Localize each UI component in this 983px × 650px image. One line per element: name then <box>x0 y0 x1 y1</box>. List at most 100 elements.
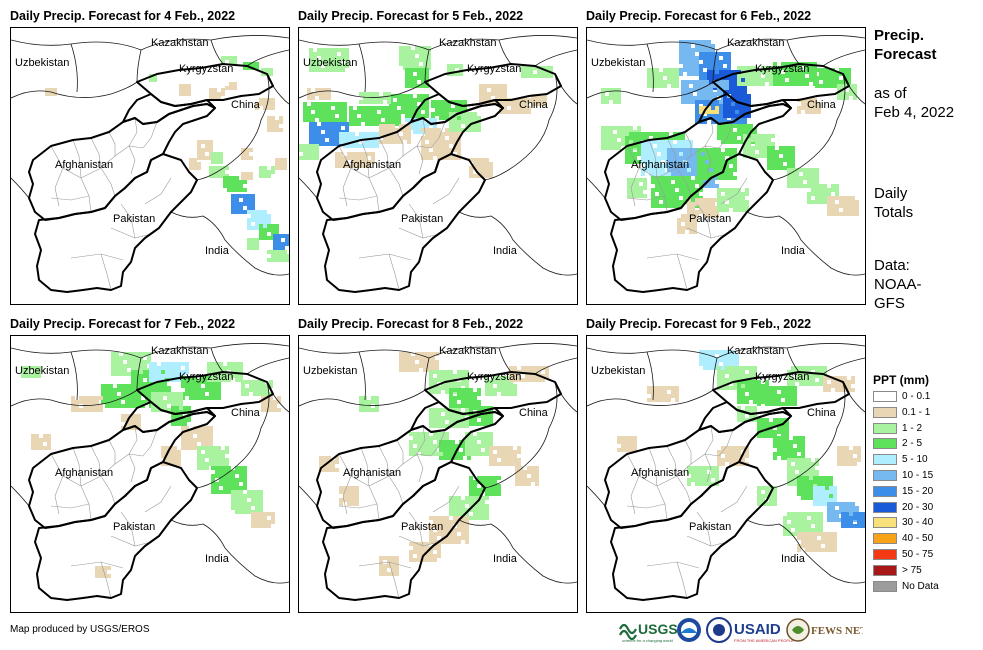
side-data-line2: NOAA- <box>874 275 922 294</box>
side-daily: Daily Totals <box>874 184 913 222</box>
panel-title: Daily Precip. Forecast for 9 Feb., 2022 <box>586 317 811 331</box>
label-afghanistan: Afghanistan <box>631 467 689 479</box>
label-pakistan: Pakistan <box>113 213 155 225</box>
usaid-logo-subtitle: FROM THE AMERICAN PEOPLE <box>734 638 794 643</box>
legend-swatch <box>873 565 897 576</box>
side-asof: as of Feb 4, 2022 <box>874 84 954 122</box>
label-kyrgyzstan: Kyrgyzstan <box>755 371 809 383</box>
side-daily-line2: Totals <box>874 203 913 222</box>
panel-title: Daily Precip. Forecast for 8 Feb., 2022 <box>298 317 523 331</box>
label-china: China <box>519 99 549 111</box>
legend-swatch <box>873 581 897 592</box>
label-afghanistan: Afghanistan <box>343 159 401 171</box>
panel-title: Daily Precip. Forecast for 4 Feb., 2022 <box>10 9 235 23</box>
label-india: India <box>781 553 806 565</box>
map-canvas: Kazakhstan Uzbekistan Kyrgyzstan China Afgha… <box>587 336 865 612</box>
legend-label: 30 - 40 <box>902 517 933 529</box>
label-kazakhstan: Kazakhstan <box>439 345 496 357</box>
province-lines <box>51 426 171 598</box>
fews-net-logo-text: FEWS NET <box>811 625 863 637</box>
label-china: China <box>231 99 261 111</box>
label-kazakhstan: Kazakhstan <box>727 345 784 357</box>
precip-layer <box>601 40 859 234</box>
legend-swatch <box>873 438 897 449</box>
label-india: India <box>493 245 518 257</box>
label-pakistan: Pakistan <box>689 213 731 225</box>
label-india: India <box>493 553 518 565</box>
legend-swatch <box>873 423 897 434</box>
dhs-seal-logo <box>707 618 731 642</box>
label-uzbekistan: Uzbekistan <box>591 57 645 69</box>
label-kyrgyzstan: Kyrgyzstan <box>467 63 521 75</box>
legend-title: PPT (mm) <box>873 373 929 387</box>
label-india: India <box>205 553 230 565</box>
noaa-logo <box>677 618 701 642</box>
precip-map: Kazakhstan Uzbekistan Kyrgyzstan China Afgha… <box>10 335 290 613</box>
label-india: India <box>205 245 230 257</box>
label-india: India <box>781 245 806 257</box>
label-kazakhstan: Kazakhstan <box>151 37 208 49</box>
label-china: China <box>807 407 837 419</box>
province-lines <box>51 118 171 290</box>
label-afghanistan: Afghanistan <box>55 467 113 479</box>
forecast-panel-feb-8: Daily Precip. Forecast for 8 Feb., 2022 … <box>298 317 578 617</box>
legend-label: 0.1 - 1 <box>902 407 930 419</box>
label-pakistan: Pakistan <box>113 521 155 533</box>
usgs-logo-text: USGS <box>638 621 678 637</box>
legend-swatch <box>873 533 897 544</box>
legend-label: 0 - 0.1 <box>902 391 930 403</box>
label-uzbekistan: Uzbekistan <box>15 365 69 377</box>
label-china: China <box>231 407 261 419</box>
map-canvas: Kazakhstan Uzbekistan Kyrgyzstan China Afgha… <box>11 336 289 612</box>
legend-label: 5 - 10 <box>902 454 928 466</box>
forecast-panel-feb-6: Daily Precip. Forecast for 6 Feb., 2022 … <box>586 9 866 309</box>
label-kyrgyzstan: Kyrgyzstan <box>467 371 521 383</box>
label-uzbekistan: Uzbekistan <box>303 57 357 69</box>
side-daily-line1: Daily <box>874 184 913 203</box>
label-china: China <box>807 99 837 111</box>
label-kazakhstan: Kazakhstan <box>727 37 784 49</box>
legend-swatch <box>873 549 897 560</box>
label-pakistan: Pakistan <box>401 521 443 533</box>
fews-net-logo: FEWS NET <box>787 619 863 641</box>
side-data-line1: Data: <box>874 256 922 275</box>
legend-swatch <box>873 407 897 418</box>
label-kyrgyzstan: Kyrgyzstan <box>755 63 809 75</box>
legend-label: 10 - 15 <box>902 470 933 482</box>
label-pakistan: Pakistan <box>401 213 443 225</box>
legend-swatch <box>873 517 897 528</box>
usgs-logo: USGS science for a changing world <box>620 621 678 643</box>
panel-title: Daily Precip. Forecast for 5 Feb., 2022 <box>298 9 523 23</box>
side-data-source: Data: NOAA- GFS <box>874 256 922 313</box>
side-title: Precip. Forecast <box>874 26 937 64</box>
precip-layer <box>21 352 281 578</box>
forecast-panel-feb-4: Daily Precip. Forecast for 4 Feb., 2022 … <box>10 9 290 309</box>
legend-swatch <box>873 454 897 465</box>
legend-label: 40 - 50 <box>902 533 933 545</box>
legend-swatch <box>873 391 897 402</box>
usaid-logo-text: USAID <box>734 621 781 638</box>
forecast-panel-feb-5: Daily Precip. Forecast for 5 Feb., 2022 … <box>298 9 578 309</box>
panel-title: Daily Precip. Forecast for 7 Feb., 2022 <box>10 317 235 331</box>
legend-label: 15 - 20 <box>902 486 933 498</box>
label-uzbekistan: Uzbekistan <box>591 365 645 377</box>
label-china: China <box>519 407 549 419</box>
label-kyrgyzstan: Kyrgyzstan <box>179 371 233 383</box>
label-kazakhstan: Kazakhstan <box>151 345 208 357</box>
label-afghanistan: Afghanistan <box>343 467 401 479</box>
side-asof-line1: as of <box>874 84 954 103</box>
side-data-line3: GFS <box>874 294 922 313</box>
label-pakistan: Pakistan <box>689 521 731 533</box>
forecast-panel-feb-9: Daily Precip. Forecast for 9 Feb., 2022 … <box>586 317 866 617</box>
usgs-logo-subtitle: science for a changing world <box>622 638 673 643</box>
legend-swatch <box>873 470 897 481</box>
legend-label: No Data <box>902 581 939 593</box>
legend-label: > 75 <box>902 565 922 577</box>
legend-label: 2 - 5 <box>902 438 922 450</box>
